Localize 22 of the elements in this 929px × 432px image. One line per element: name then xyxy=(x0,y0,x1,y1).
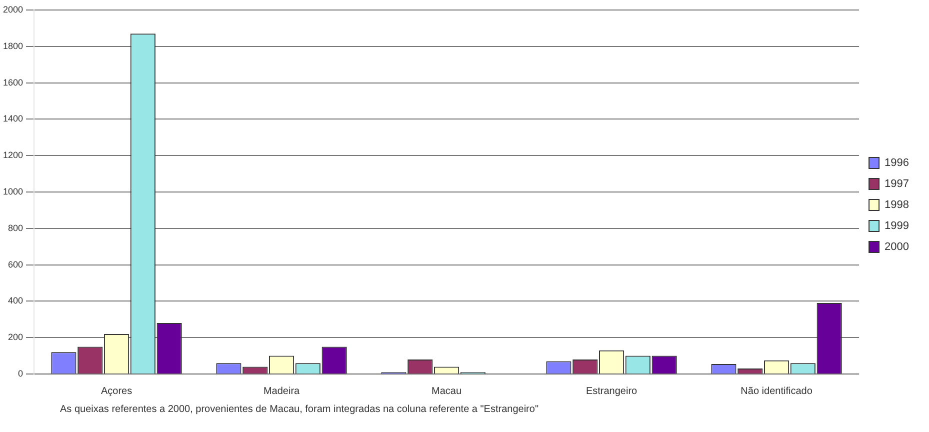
y-tick-label: 400 xyxy=(8,296,24,306)
text: As queixas referentes a 2000, provenientes de Macau, foram integradas na coluna referente a "Estrangeiro" xyxy=(60,404,538,415)
y-tick-label: 2000 xyxy=(2,4,24,14)
y-tick-label: 1000 xyxy=(2,186,24,196)
x-tick-label: Macau xyxy=(432,386,462,397)
legend-label: 1999 xyxy=(884,220,910,232)
x-tick-label: Madeira xyxy=(263,386,300,397)
y-tick-label: 1800 xyxy=(2,40,24,51)
y-tick-label: 0 xyxy=(18,368,24,378)
legend-label: 1996 xyxy=(884,157,910,170)
y-tick-label: 1200 xyxy=(2,150,24,160)
x-tick-label: Não identificado xyxy=(740,386,813,397)
legend-label: 1998 xyxy=(884,199,910,212)
legend-label: 2000 xyxy=(884,241,910,254)
y-tick-label: 800 xyxy=(8,222,24,233)
x-tick-label: Estrangeiro xyxy=(586,386,638,397)
legend-label: 1997 xyxy=(884,178,910,190)
y-tick-label: 1400 xyxy=(2,114,24,124)
y-tick-label: 1600 xyxy=(2,77,24,88)
x-tick-label: Açores xyxy=(100,386,132,397)
y-tick-label: 600 xyxy=(8,259,24,270)
y-tick-label: 200 xyxy=(8,332,24,342)
